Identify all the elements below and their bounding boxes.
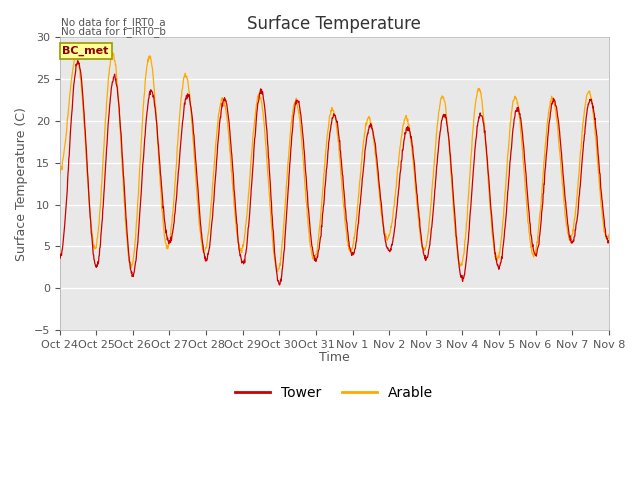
Legend: Tower, Arable: Tower, Arable: [230, 380, 439, 405]
Text: BC_met: BC_met: [62, 46, 109, 56]
X-axis label: Time: Time: [319, 351, 349, 364]
Y-axis label: Surface Temperature (C): Surface Temperature (C): [15, 107, 28, 261]
Text: No data for f_IRT0_b: No data for f_IRT0_b: [61, 26, 166, 37]
Text: No data for f_IRT0_a: No data for f_IRT0_a: [61, 17, 165, 28]
Title: Surface Temperature: Surface Temperature: [247, 15, 421, 33]
